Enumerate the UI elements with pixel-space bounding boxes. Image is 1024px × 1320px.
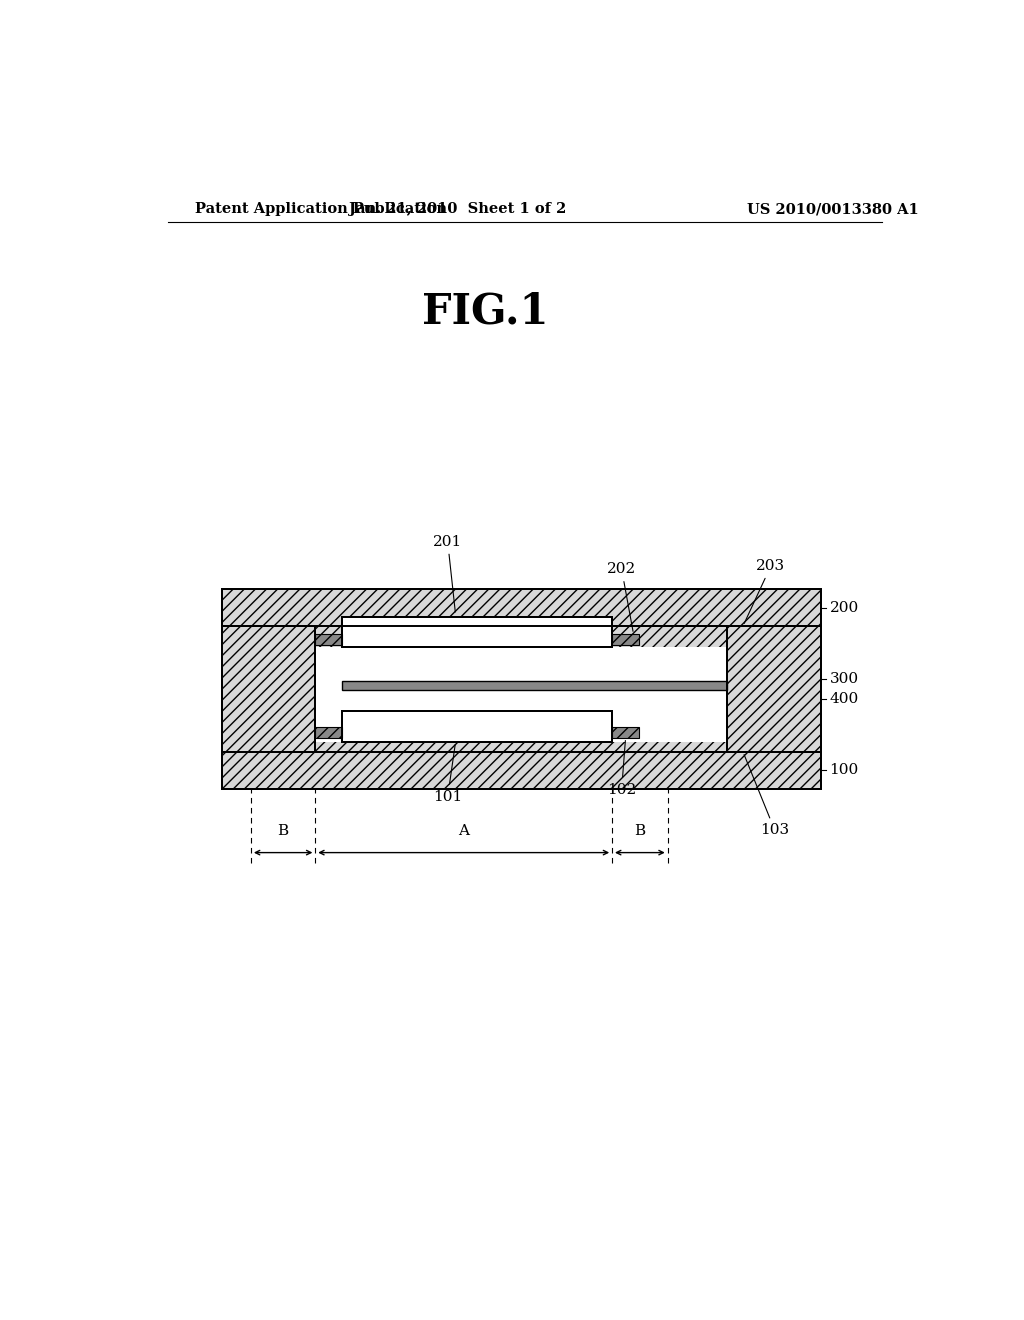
Text: 100: 100 [829,763,859,777]
Bar [612,634,639,645]
Text: 300: 300 [829,672,859,686]
Bar [221,752,821,788]
Bar [342,616,612,647]
Text: US 2010/0013380 A1: US 2010/0013380 A1 [748,202,919,216]
Text: 202: 202 [607,562,636,631]
Text: 203: 203 [744,560,785,623]
Text: 200: 200 [829,601,859,615]
Bar [342,711,612,742]
Bar [315,726,342,738]
Bar [221,589,821,626]
Text: 103: 103 [744,755,790,837]
Text: FIG.1: FIG.1 [422,290,548,333]
Text: Patent Application Publication: Patent Application Publication [196,202,447,216]
Bar [342,681,727,690]
Text: B: B [278,824,289,838]
Text: A: A [458,824,469,838]
Bar [315,626,727,647]
Text: Jan. 21, 2010  Sheet 1 of 2: Jan. 21, 2010 Sheet 1 of 2 [348,202,566,216]
Bar [315,634,342,645]
Bar [342,711,612,742]
Bar [221,626,315,752]
Text: 101: 101 [433,744,462,804]
Text: 102: 102 [607,741,636,797]
Bar [221,752,821,788]
Text: 201: 201 [433,535,462,612]
Bar [612,726,639,738]
Text: 400: 400 [829,692,859,706]
Bar [221,589,821,626]
Bar [727,626,821,752]
Bar [727,626,821,752]
Bar [342,616,612,647]
Text: B: B [634,824,645,838]
Bar [315,742,727,752]
Bar [221,626,315,752]
